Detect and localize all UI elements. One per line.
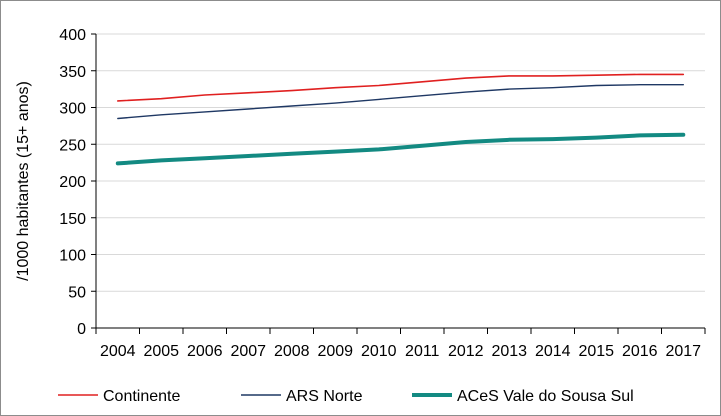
legend: Continente ARS Norte ACeS Vale do Sousa Su…	[58, 388, 634, 405]
legend-label: ARS Norte	[286, 388, 363, 405]
legend-label: ACeS Vale do Sousa Sul	[457, 388, 634, 405]
series-lines	[115, 73, 686, 166]
x-tick-label: 2007	[230, 343, 266, 360]
x-tick-label: 2008	[274, 343, 310, 360]
y-tick-label: 50	[68, 284, 86, 301]
x-tick-labels: 2004 2005 2006 2007 2008 2009 2010 2011 2012 2013…	[100, 343, 701, 360]
y-tick-label: 100	[59, 248, 86, 265]
y-tick-label: 300	[59, 101, 86, 118]
y-tick-labels: 0 50 100 150 200 250 300 350 400	[59, 27, 86, 338]
x-tick-label: 2012	[448, 343, 484, 360]
y-tick-label: 0	[77, 321, 86, 338]
y-tick-label: 400	[59, 27, 86, 44]
axes	[91, 33, 706, 334]
legend-label: Continente	[103, 388, 180, 405]
x-tick-label: 2017	[665, 343, 701, 360]
x-tick-label: 2016	[622, 343, 658, 360]
x-tick-label: 2005	[143, 343, 179, 360]
x-tick-label: 2004	[100, 343, 136, 360]
y-tick-label: 200	[59, 174, 86, 191]
x-tick-label: 2013	[491, 343, 527, 360]
y-tick-label: 350	[59, 64, 86, 81]
y-axis-title: /1000 habitantes (15+ anos)	[15, 81, 32, 281]
y-tick-label: 150	[59, 211, 86, 228]
x-tick-label: 2011	[405, 343, 440, 360]
series-line-0	[117, 73, 685, 102]
x-tick-label: 2009	[317, 343, 353, 360]
series-line-1	[117, 83, 684, 120]
gridlines	[96, 33, 705, 292]
y-tick-label: 250	[59, 137, 86, 154]
x-tick-label: 2010	[361, 343, 397, 360]
x-tick-label: 2006	[187, 343, 223, 360]
series-line-2	[115, 132, 686, 166]
x-tick-label: 2015	[578, 343, 614, 360]
x-tick-label: 2014	[535, 343, 571, 360]
